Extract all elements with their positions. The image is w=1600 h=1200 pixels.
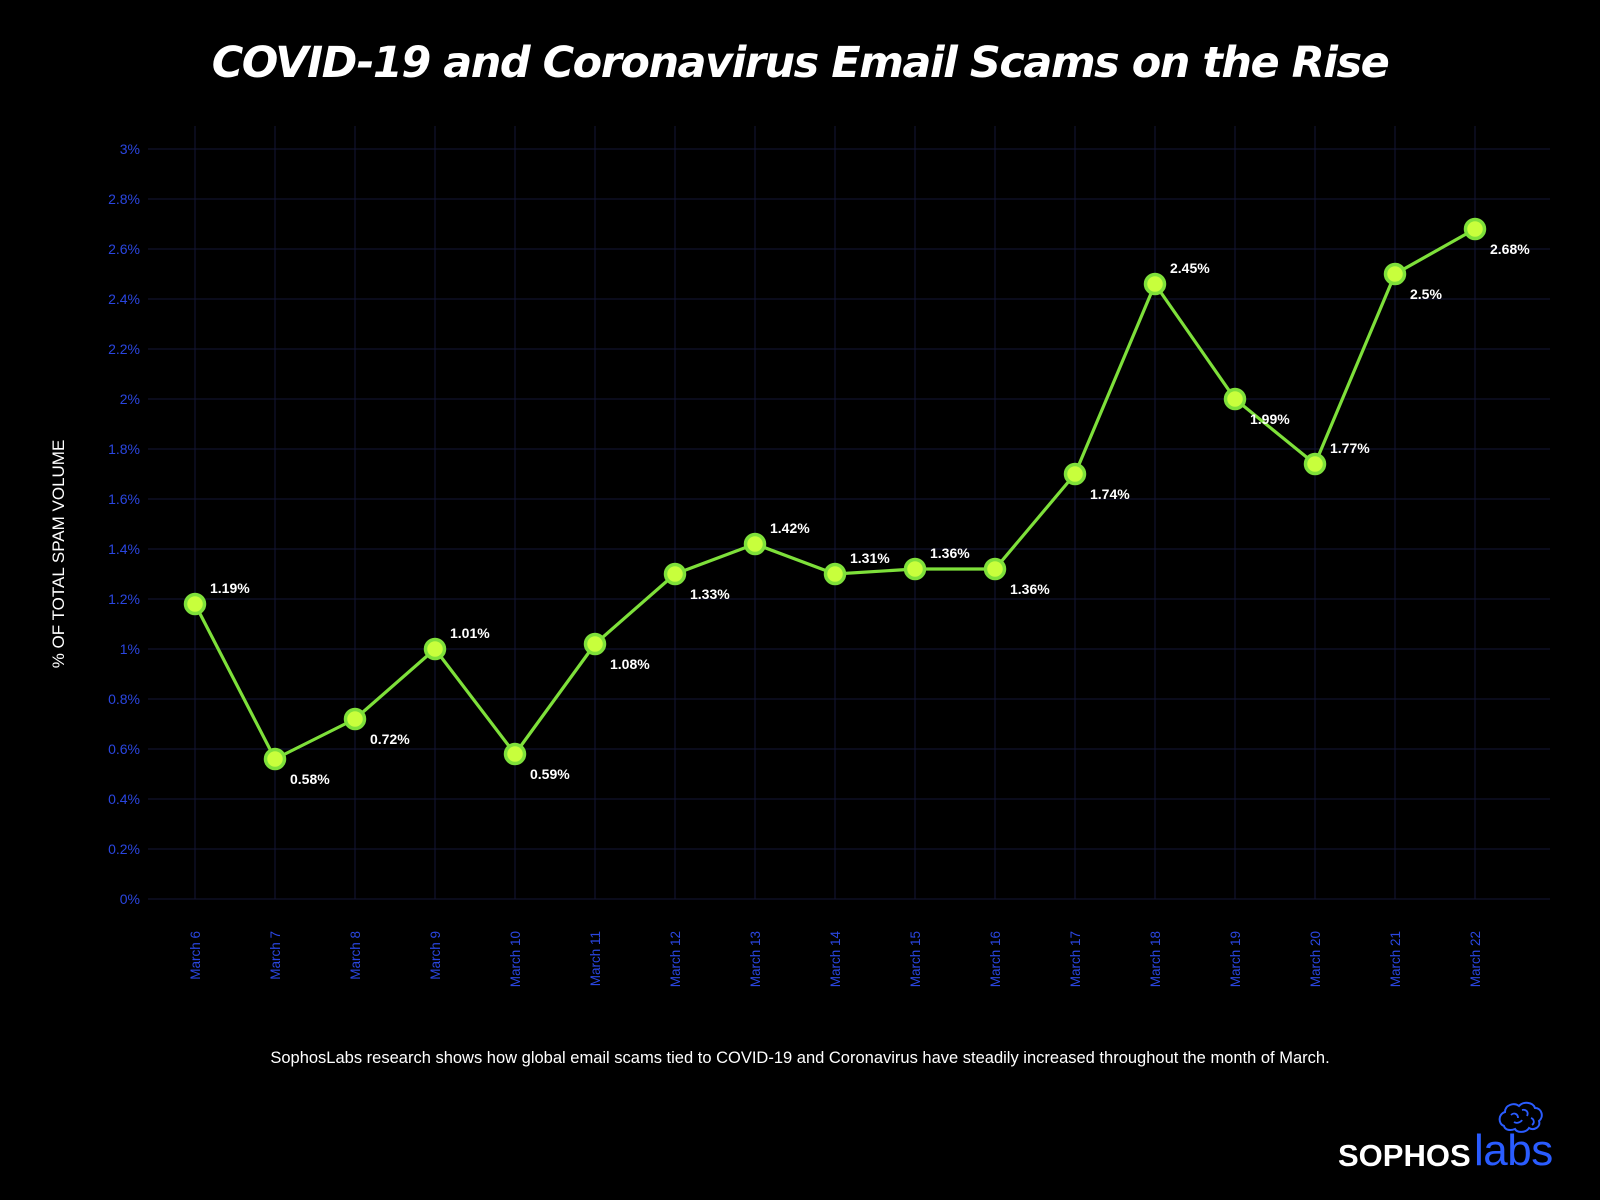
- x-tick-label: March 15: [908, 931, 923, 987]
- data-point: [823, 562, 847, 586]
- y-tick-label: 0.4%: [108, 791, 140, 807]
- y-tick-label: 2.2%: [108, 341, 140, 357]
- data-label: 1.77%: [1330, 440, 1370, 456]
- y-tick-label: 1.8%: [108, 441, 140, 457]
- x-tick-label: March 8: [348, 931, 363, 980]
- data-label: 0.72%: [370, 731, 410, 747]
- data-point: [1143, 272, 1167, 296]
- x-tick-label: March 17: [1068, 931, 1083, 987]
- data-point: [263, 747, 287, 771]
- y-tick-label: 1.4%: [108, 541, 140, 557]
- y-tick-label: 3%: [120, 141, 140, 157]
- data-point: [743, 532, 767, 556]
- y-tick-label: 2.4%: [108, 291, 140, 307]
- y-tick-label: 1.6%: [108, 491, 140, 507]
- data-point: [1063, 462, 1087, 486]
- x-tick-label: March 6: [188, 931, 203, 980]
- x-tick-label: March 16: [988, 931, 1003, 987]
- data-point: [1463, 217, 1487, 241]
- x-tick-label: March 12: [668, 931, 683, 987]
- y-tick-label: 0.8%: [108, 691, 140, 707]
- data-label: 1.01%: [450, 625, 490, 641]
- y-tick-label: 0.2%: [108, 841, 140, 857]
- data-point: [1383, 262, 1407, 286]
- x-tick-label: March 18: [1148, 931, 1163, 987]
- y-tick-label: 1.2%: [108, 591, 140, 607]
- logo-brand-text: SOPHOS: [1338, 1138, 1471, 1173]
- brain-icon: [1498, 1101, 1543, 1133]
- x-axis-ticks: March 6 March 7 March 8 March 9 March 10 Marc…: [188, 931, 1483, 988]
- data-label: 1.31%: [850, 550, 890, 566]
- logo-suffix-text: labs: [1474, 1126, 1553, 1175]
- data-label: 2.5%: [1410, 286, 1442, 302]
- x-tick-label: March 14: [828, 931, 843, 988]
- x-tick-label: March 19: [1228, 931, 1243, 987]
- data-point: [1223, 387, 1247, 411]
- x-tick-label: March 7: [268, 931, 283, 980]
- data-label: 2.45%: [1170, 260, 1210, 276]
- data-label: 1.36%: [930, 545, 970, 561]
- data-point: [1303, 452, 1327, 476]
- data-label: 0.58%: [290, 771, 330, 787]
- y-tick-label: 1%: [120, 641, 140, 657]
- chart-caption: SophosLabs research shows how global ema…: [270, 1049, 1330, 1067]
- data-label: 0.59%: [530, 766, 570, 782]
- data-point: [183, 592, 207, 616]
- x-tick-label: March 13: [748, 931, 763, 987]
- line-chart: 0% 0.2% 0.4% 0.6% 0.8% 1% 1.2% 1.4% 1.6% 1.8% 2% 2.…: [49, 126, 1550, 988]
- chart-title: COVID-19 and Coronavirus Email Scams on …: [211, 38, 1390, 88]
- y-tick-label: 0.6%: [108, 741, 140, 757]
- x-tick-label: March 11: [588, 931, 603, 986]
- y-axis-ticks: 0% 0.2% 0.4% 0.6% 0.8% 1% 1.2% 1.4% 1.6% 1.8% 2% 2.…: [108, 141, 140, 907]
- x-tick-label: March 10: [508, 931, 523, 987]
- x-tick-label: March 22: [1468, 931, 1483, 987]
- x-tick-label: March 20: [1308, 931, 1323, 987]
- data-label: 1.08%: [610, 656, 650, 672]
- sophoslabs-logo: SOPHOS labs: [1338, 1101, 1568, 1176]
- data-labels: 1.19% 0.58% 0.72% 1.01% 0.59% 1.08% 1.33% 1.42%…: [210, 241, 1530, 787]
- y-tick-label: 0%: [120, 891, 140, 907]
- data-point: [423, 637, 447, 661]
- data-point: [583, 632, 607, 656]
- data-label: 1.19%: [210, 580, 250, 596]
- data-point: [983, 557, 1007, 581]
- series-markers: [183, 217, 1487, 771]
- data-label: 1.36%: [1010, 581, 1050, 597]
- y-tick-label: 2.6%: [108, 241, 140, 257]
- data-label: 1.99%: [1250, 411, 1290, 427]
- y-tick-label: 2.8%: [108, 191, 140, 207]
- data-point: [343, 707, 367, 731]
- y-tick-label: 2%: [120, 391, 140, 407]
- data-point: [663, 562, 687, 586]
- x-tick-label: March 21: [1388, 931, 1403, 987]
- data-point: [503, 742, 527, 766]
- grid-lines: [148, 126, 1550, 900]
- x-tick-label: March 9: [428, 931, 443, 980]
- data-label: 1.74%: [1090, 486, 1130, 502]
- y-axis-label: % OF TOTAL SPAM VOLUME: [49, 440, 68, 669]
- data-label: 1.33%: [690, 586, 730, 602]
- data-point: [903, 557, 927, 581]
- data-label: 2.68%: [1490, 241, 1530, 257]
- data-label: 1.42%: [770, 520, 810, 536]
